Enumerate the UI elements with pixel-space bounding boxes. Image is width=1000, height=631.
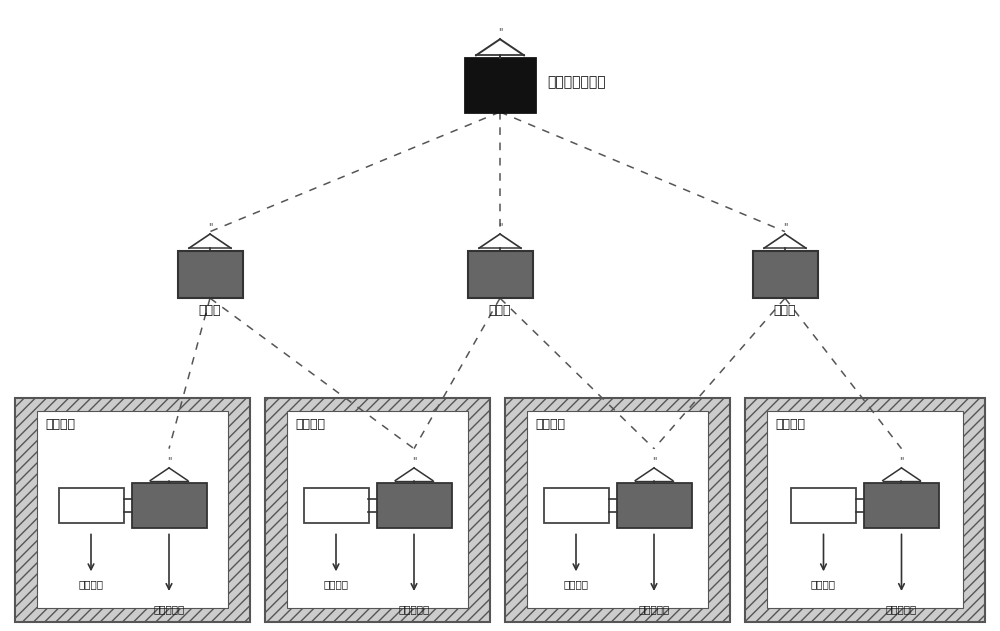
Bar (265, 398, 490, 622)
Bar (15, 398, 250, 622)
Text: 计量仪表: 计量仪表 (323, 579, 348, 589)
Bar (864, 483, 939, 528)
Text: 数据采集器: 数据采集器 (398, 604, 430, 615)
Text: 数据采集器: 数据采集器 (886, 604, 917, 615)
Text: 数据采集器: 数据采集器 (638, 604, 670, 615)
Bar (178, 251, 242, 298)
Text: 地下管廊: 地下管廊 (45, 418, 75, 431)
Text: ": " (208, 222, 212, 232)
Text: 地下管廊: 地下管廊 (295, 418, 325, 431)
Text: 地下管廊: 地下管廊 (535, 418, 565, 431)
Bar (745, 398, 985, 622)
Bar (753, 251, 818, 298)
Bar (376, 483, 452, 528)
Text: ": " (167, 456, 171, 466)
Bar (58, 488, 124, 523)
Bar (544, 488, 608, 523)
Text: ": " (498, 27, 502, 37)
Text: 数据处理服务器: 数据处理服务器 (547, 75, 606, 89)
Bar (616, 483, 692, 528)
Bar (304, 488, 368, 523)
Text: ": " (899, 456, 904, 466)
Text: ": " (652, 456, 656, 466)
Text: 计量仪表: 计量仪表 (78, 579, 104, 589)
Text: ": " (783, 222, 787, 232)
Text: 数据采集器: 数据采集器 (153, 604, 185, 615)
Text: 中继器: 中继器 (774, 305, 796, 317)
Bar (527, 411, 708, 608)
Text: ": " (498, 222, 502, 232)
Text: 地下管廊: 地下管廊 (775, 418, 805, 431)
Bar (465, 58, 535, 112)
Text: 计量仪表: 计量仪表 (564, 579, 589, 589)
Bar (505, 398, 730, 622)
Text: 中继器: 中继器 (199, 305, 221, 317)
Bar (132, 483, 207, 528)
Bar (767, 411, 963, 608)
Bar (791, 488, 856, 523)
Bar (37, 411, 228, 608)
Bar (468, 251, 532, 298)
Bar (287, 411, 468, 608)
Text: ": " (412, 456, 416, 466)
Text: 中继器: 中继器 (489, 305, 511, 317)
Text: 计量仪表: 计量仪表 (811, 579, 836, 589)
